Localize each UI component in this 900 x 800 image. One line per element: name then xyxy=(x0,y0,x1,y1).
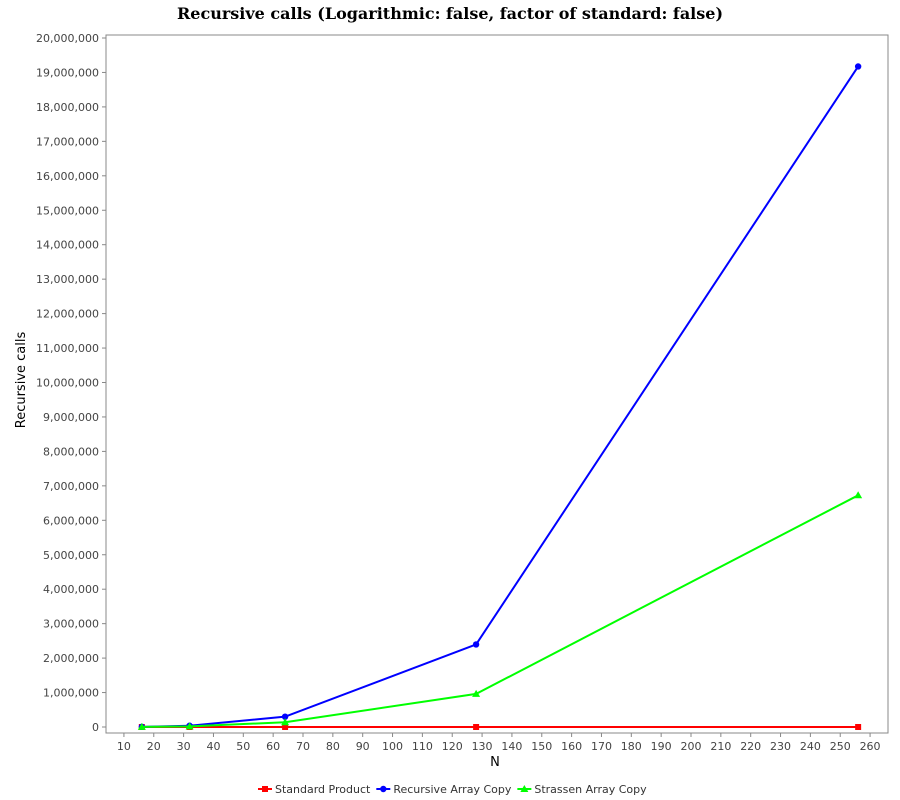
series-layer xyxy=(137,63,863,731)
y-tick-label: 12,000,000 xyxy=(36,308,99,321)
data-point xyxy=(472,689,481,697)
y-tick-label: 5,000,000 xyxy=(43,549,99,562)
y-axis-label: Recursive calls xyxy=(14,332,29,429)
chart-title: Recursive calls (Logarithmic: false, fac… xyxy=(177,4,723,23)
x-tick-label: 80 xyxy=(326,740,340,753)
x-tick-label: 200 xyxy=(681,740,702,753)
x-tick-label: 130 xyxy=(472,740,493,753)
y-tick-label: 3,000,000 xyxy=(43,618,99,631)
y-tick-label: 0 xyxy=(92,721,99,734)
y-tick-label: 14,000,000 xyxy=(36,239,99,252)
data-point xyxy=(854,63,862,70)
y-tick-label: 7,000,000 xyxy=(43,480,99,493)
x-tick-label: 150 xyxy=(531,740,552,753)
y-tick-label: 19,000,000 xyxy=(36,66,99,79)
x-tick-label: 30 xyxy=(177,740,191,753)
legend-marker xyxy=(262,786,268,792)
y-axis: 0 1,000,000 2,000,000 3,000,000 4,000,000 5,0… xyxy=(36,32,106,734)
x-tick-label: 90 xyxy=(356,740,370,753)
x-tick-label: 190 xyxy=(651,740,672,753)
x-tick-label: 20 xyxy=(147,740,161,753)
data-point xyxy=(473,724,480,730)
data-point xyxy=(855,724,862,730)
legend: Standard Product Recursive Array Copy Stra… xyxy=(258,783,647,796)
data-point xyxy=(185,722,194,730)
legend-marker xyxy=(520,785,529,792)
y-tick-label: 20,000,000 xyxy=(36,32,99,45)
plot-area xyxy=(105,34,889,734)
x-tick-label: 40 xyxy=(206,740,220,753)
y-tick-label: 17,000,000 xyxy=(36,135,99,148)
y-tick-label: 8,000,000 xyxy=(43,445,99,458)
x-tick-label: 120 xyxy=(442,740,463,753)
x-tick-label: 50 xyxy=(236,740,250,753)
x-tick-label: 100 xyxy=(382,740,403,753)
data-point xyxy=(854,491,863,499)
x-tick-label: 60 xyxy=(266,740,280,753)
legend-label: Strassen Array Copy xyxy=(534,783,647,796)
y-tick-label: 16,000,000 xyxy=(36,170,99,183)
y-tick-label: 1,000,000 xyxy=(43,687,99,700)
y-tick-label: 10,000,000 xyxy=(36,377,99,390)
x-axis: 10 20 30 40 50 60 70 80 90 100 110 120 130 140 150 160 1… xyxy=(117,733,881,753)
y-tick-label: 15,000,000 xyxy=(36,204,99,217)
y-tick-label: 18,000,000 xyxy=(36,101,99,114)
legend-item: Standard Product xyxy=(258,783,371,796)
x-tick-label: 10 xyxy=(117,740,131,753)
y-tick-label: 11,000,000 xyxy=(36,342,99,355)
y-tick-label: 2,000,000 xyxy=(43,652,99,665)
x-axis-label: N xyxy=(490,755,500,770)
y-tick-label: 13,000,000 xyxy=(36,273,99,286)
x-tick-label: 110 xyxy=(412,740,433,753)
x-tick-label: 170 xyxy=(591,740,612,753)
legend-label: Standard Product xyxy=(275,783,371,796)
y-tick-label: 4,000,000 xyxy=(43,583,99,596)
data-point xyxy=(281,718,290,726)
data-point xyxy=(472,641,480,648)
x-tick-label: 260 xyxy=(860,740,881,753)
data-point xyxy=(282,724,289,730)
x-tick-label: 250 xyxy=(830,740,851,753)
x-tick-label: 220 xyxy=(740,740,761,753)
legend-item: Recursive Array Copy xyxy=(376,783,512,796)
data-point xyxy=(137,722,146,730)
legend-item: Strassen Array Copy xyxy=(517,783,647,796)
series-strassen-array-copy xyxy=(137,491,863,730)
y-tick-label: 9,000,000 xyxy=(43,411,99,424)
legend-label: Recursive Array Copy xyxy=(393,783,512,796)
x-tick-label: 140 xyxy=(501,740,522,753)
x-tick-label: 230 xyxy=(770,740,791,753)
y-tick-label: 6,000,000 xyxy=(43,514,99,527)
x-tick-label: 180 xyxy=(621,740,642,753)
x-tick-label: 240 xyxy=(800,740,821,753)
data-point xyxy=(281,713,289,720)
legend-marker xyxy=(380,785,387,793)
x-tick-label: 70 xyxy=(296,740,310,753)
x-tick-label: 160 xyxy=(561,740,582,753)
x-tick-label: 210 xyxy=(710,740,731,753)
